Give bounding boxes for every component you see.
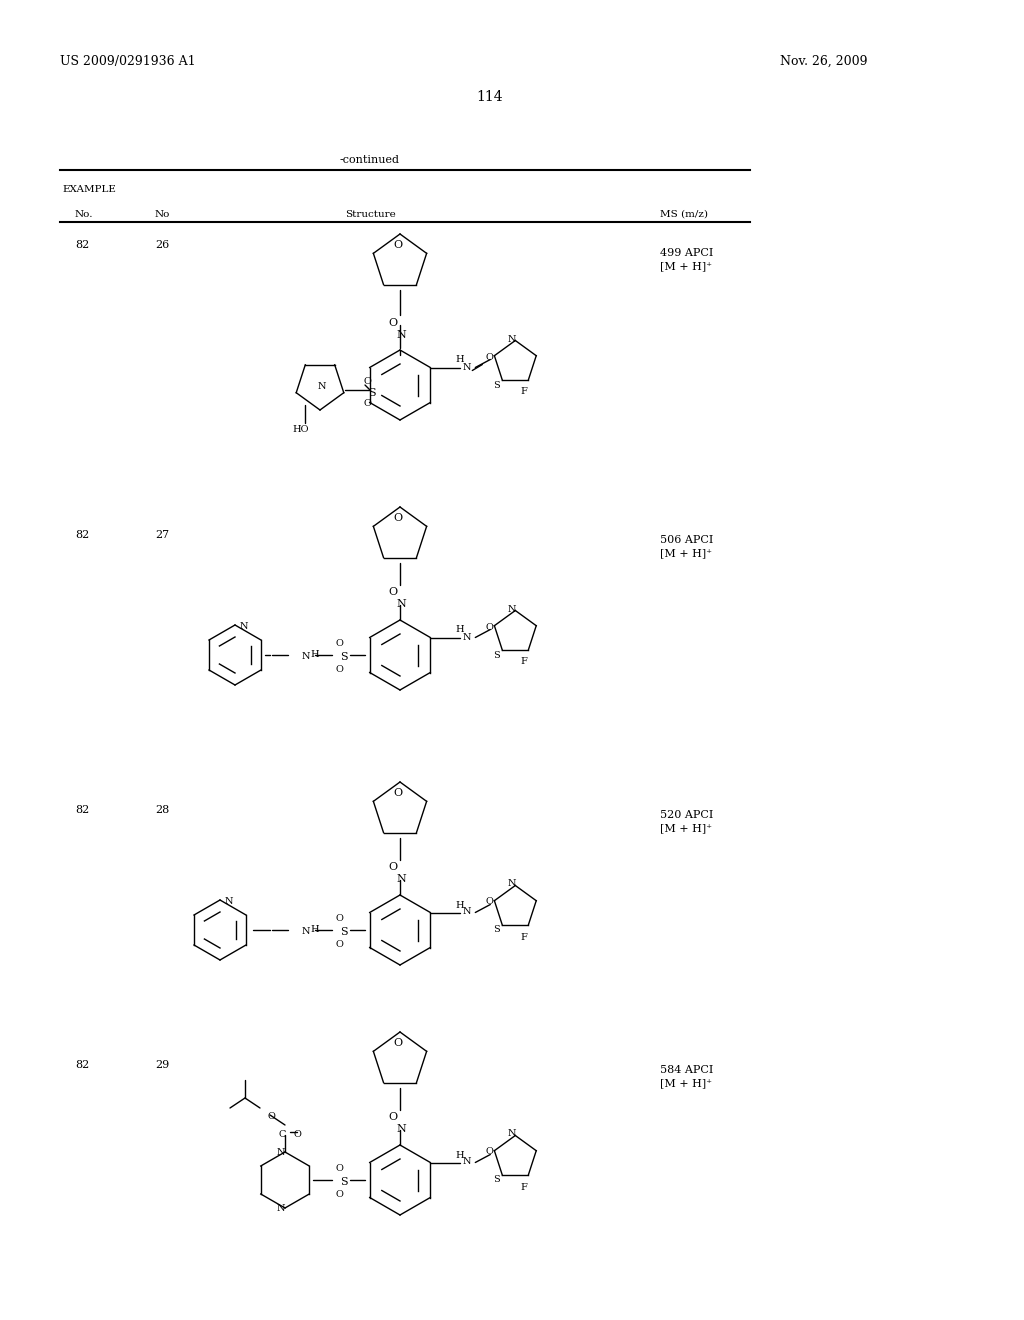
Text: O: O <box>362 378 371 385</box>
Text: H: H <box>310 649 318 659</box>
Text: S: S <box>494 1176 500 1184</box>
Text: O: O <box>335 1191 343 1199</box>
Text: H: H <box>456 1151 464 1159</box>
Text: O: O <box>485 898 494 907</box>
Text: O: O <box>335 913 343 923</box>
Text: O: O <box>485 623 494 631</box>
Text: EXAMPLE: EXAMPLE <box>62 185 116 194</box>
Text: S: S <box>340 1177 347 1187</box>
Text: N: N <box>396 1125 406 1134</box>
Text: F: F <box>520 1183 527 1192</box>
Text: O: O <box>335 1164 343 1173</box>
Text: [M + H]⁺: [M + H]⁺ <box>660 1078 712 1088</box>
Text: O: O <box>335 940 343 949</box>
Text: N: N <box>276 1204 286 1213</box>
Text: 82: 82 <box>75 240 89 249</box>
Text: N: N <box>396 874 406 884</box>
Text: N: N <box>462 363 471 371</box>
Text: S: S <box>340 652 347 663</box>
Text: 26: 26 <box>155 240 169 249</box>
Text: H: H <box>456 900 464 909</box>
Text: [M + H]⁺: [M + H]⁺ <box>660 261 712 271</box>
Text: O: O <box>362 399 371 408</box>
Text: N: N <box>508 879 516 888</box>
Text: F: F <box>520 932 527 941</box>
Text: N: N <box>396 599 406 609</box>
Text: O: O <box>335 639 343 648</box>
Text: C: C <box>279 1130 286 1139</box>
Text: N: N <box>302 652 310 661</box>
Text: O: O <box>485 1147 494 1156</box>
Text: N: N <box>302 927 310 936</box>
Text: N: N <box>276 1148 286 1158</box>
Text: N: N <box>508 1130 516 1138</box>
Text: [M + H]⁺: [M + H]⁺ <box>660 822 712 833</box>
Text: MS (m/z): MS (m/z) <box>660 210 708 219</box>
Text: O: O <box>393 240 402 249</box>
Text: N: N <box>462 632 471 642</box>
Text: 28: 28 <box>155 805 169 814</box>
Text: 82: 82 <box>75 1060 89 1071</box>
Text: [M + H]⁺: [M + H]⁺ <box>660 548 712 558</box>
Text: N: N <box>462 908 471 916</box>
Text: HO: HO <box>292 425 308 434</box>
Text: 520 APCI: 520 APCI <box>660 810 714 820</box>
Text: Nov. 26, 2009: Nov. 26, 2009 <box>780 55 867 69</box>
Text: O: O <box>393 1038 402 1048</box>
Text: 82: 82 <box>75 805 89 814</box>
Text: 584 APCI: 584 APCI <box>660 1065 714 1074</box>
Text: O: O <box>388 587 397 597</box>
Text: O: O <box>393 788 402 799</box>
Text: 29: 29 <box>155 1060 169 1071</box>
Text: N: N <box>508 334 516 343</box>
Text: N: N <box>396 330 406 341</box>
Text: 499 APCI: 499 APCI <box>660 248 714 257</box>
Text: US 2009/0291936 A1: US 2009/0291936 A1 <box>60 55 196 69</box>
Text: N: N <box>317 381 327 391</box>
Text: S: S <box>494 925 500 935</box>
Text: 506 APCI: 506 APCI <box>660 535 714 545</box>
Text: No.: No. <box>75 210 93 219</box>
Text: O: O <box>388 1111 397 1122</box>
Text: S: S <box>494 651 500 660</box>
Text: O: O <box>393 513 402 523</box>
Text: N: N <box>462 1158 471 1167</box>
Text: 114: 114 <box>477 90 504 104</box>
Text: N: N <box>240 622 249 631</box>
Text: N: N <box>225 898 233 906</box>
Text: S: S <box>494 380 500 389</box>
Text: O: O <box>293 1130 301 1139</box>
Text: H: H <box>456 626 464 635</box>
Text: 27: 27 <box>155 531 169 540</box>
Text: F: F <box>520 388 527 396</box>
Text: O: O <box>335 665 343 675</box>
Text: O: O <box>485 352 494 362</box>
Text: -continued: -continued <box>340 154 400 165</box>
Text: F: F <box>520 657 527 667</box>
Text: O: O <box>267 1111 274 1121</box>
Text: S: S <box>340 927 347 937</box>
Text: O: O <box>388 318 397 327</box>
Text: N: N <box>508 605 516 614</box>
Text: Structure: Structure <box>345 210 395 219</box>
Text: H: H <box>310 925 318 935</box>
Text: H: H <box>456 355 464 364</box>
Text: O: O <box>388 862 397 873</box>
Text: No: No <box>155 210 170 219</box>
Text: S: S <box>368 388 376 399</box>
Text: 82: 82 <box>75 531 89 540</box>
